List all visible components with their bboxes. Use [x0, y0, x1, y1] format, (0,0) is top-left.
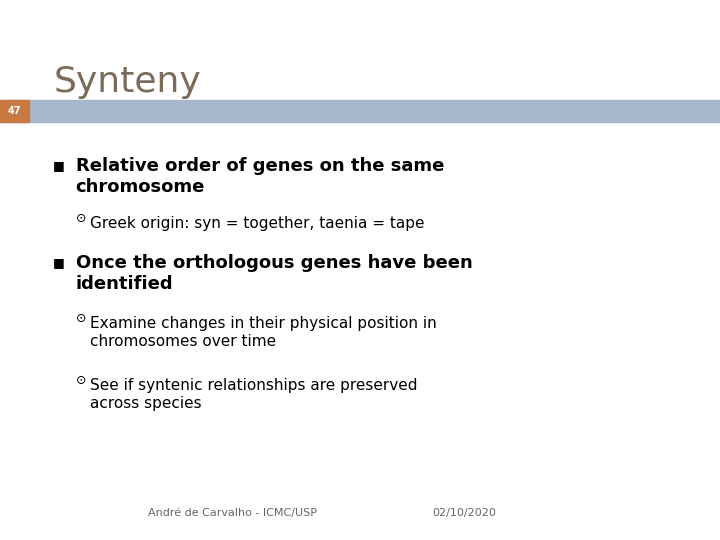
Text: See if syntenic relationships are preserved
across species: See if syntenic relationships are preser…	[90, 378, 418, 411]
Text: ⊙: ⊙	[76, 212, 86, 225]
Text: ■: ■	[53, 256, 64, 269]
Text: Greek origin: syn = together, taenia = tape: Greek origin: syn = together, taenia = t…	[90, 216, 425, 231]
Text: Examine changes in their physical position in
chromosomes over time: Examine changes in their physical positi…	[90, 316, 437, 349]
Text: Once the orthologous genes have been
identified: Once the orthologous genes have been ide…	[76, 254, 472, 293]
Text: André de Carvalho - ICMC/USP: André de Carvalho - ICMC/USP	[148, 508, 317, 518]
Text: ■: ■	[53, 159, 64, 172]
Text: ⊙: ⊙	[76, 312, 86, 325]
Text: 47: 47	[8, 106, 21, 116]
Bar	[0, 100, 720, 122]
Text: Relative order of genes on the same
chromosome: Relative order of genes on the same chro…	[76, 157, 444, 196]
Bar	[0, 100, 29, 122]
Text: Synteny: Synteny	[54, 65, 202, 99]
Text: ⊙: ⊙	[76, 374, 86, 387]
Text: 02/10/2020: 02/10/2020	[432, 508, 496, 518]
